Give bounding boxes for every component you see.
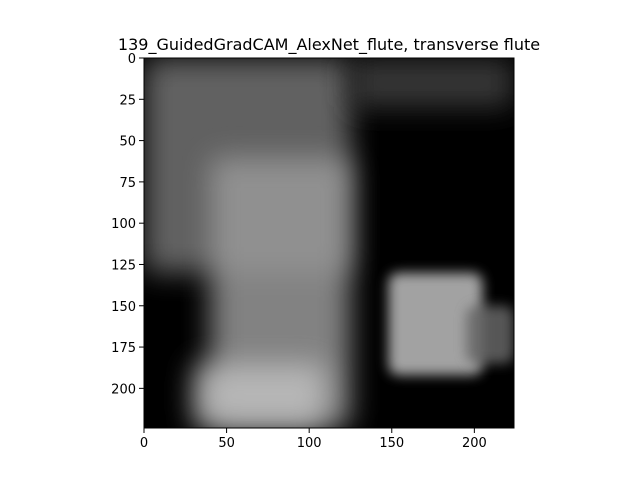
x-axis: 0 50 100 150 200	[140, 428, 487, 451]
x-tick-label: 100	[297, 436, 322, 451]
x-tick-label: 150	[379, 436, 404, 451]
y-tick-label: 50	[119, 135, 136, 150]
y-tick-label: 0	[128, 52, 136, 67]
y-tick-label: 200	[111, 382, 136, 397]
y-tick-label: 75	[119, 176, 136, 191]
plot-frame	[143, 57, 515, 429]
chart-title: 139_GuidedGradCAM_AlexNet_flute, transve…	[118, 35, 540, 55]
y-tick-label: 175	[111, 341, 136, 356]
x-tick-label: 200	[462, 436, 487, 451]
saliency-regions	[144, 58, 514, 428]
y-tick-label: 25	[119, 93, 136, 108]
y-tick-label: 125	[111, 258, 136, 273]
saliency-region-2	[193, 363, 326, 428]
saliency-region-1	[210, 157, 351, 428]
y-tick-label: 150	[111, 300, 136, 315]
saliency-region-5	[350, 58, 514, 108]
x-tick-label: 50	[218, 436, 235, 451]
x-tick-label: 0	[140, 436, 148, 451]
y-axis: 0 25 50 75 100 125 150 175 200	[111, 52, 144, 397]
plot-area	[143, 57, 515, 429]
saliency-region-4	[466, 305, 514, 364]
y-tick-label: 100	[111, 217, 136, 232]
saliency-region-3	[388, 272, 483, 376]
